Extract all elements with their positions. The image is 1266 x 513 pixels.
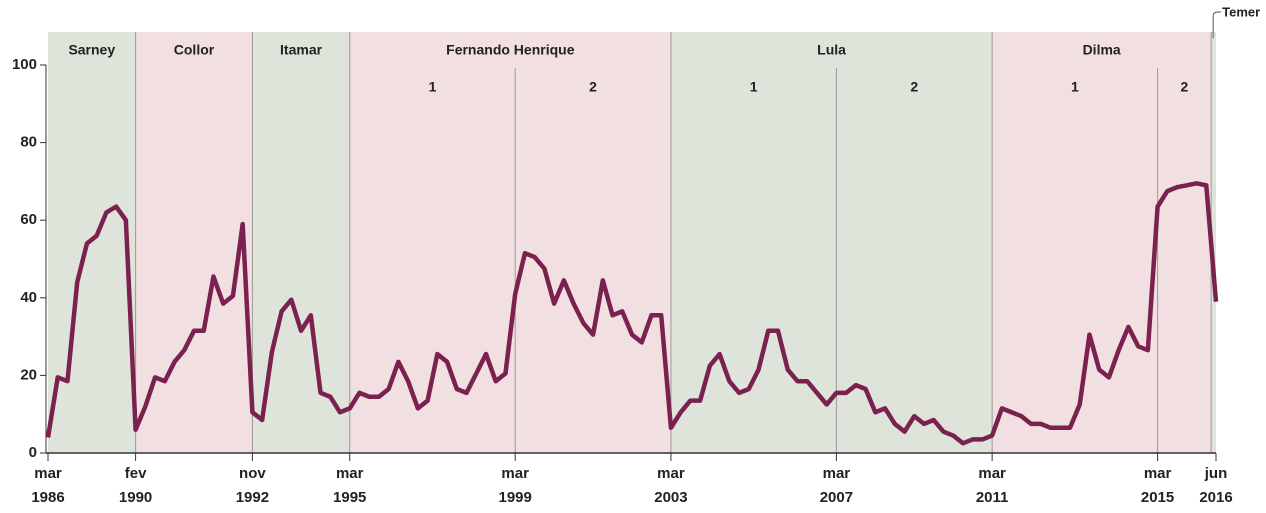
- period-band: [48, 32, 136, 453]
- y-tick-label: 40: [20, 289, 37, 306]
- x-tick-label: mar 2007: [819, 465, 854, 506]
- y-tick-label: 0: [29, 444, 37, 461]
- y-tick-label: 100: [12, 56, 37, 73]
- period-band: [1211, 32, 1216, 453]
- x-tick-label: nov 1992: [235, 465, 270, 506]
- period-label: Itamar: [280, 42, 323, 58]
- period-label: Lula: [817, 42, 846, 58]
- term-label: 1: [1071, 79, 1079, 95]
- x-tick-label: mar 1995: [333, 465, 367, 506]
- period-label: Dilma: [1083, 42, 1121, 58]
- x-tick-label: jun 2016: [1199, 465, 1233, 506]
- x-tick-label: mar 2003: [654, 465, 688, 506]
- term-label: 2: [589, 79, 597, 95]
- period-bracket: [1212, 11, 1222, 38]
- y-tick-label: 20: [20, 366, 37, 383]
- term-label: 1: [750, 79, 758, 95]
- term-label: 2: [910, 79, 918, 95]
- period-band: [992, 32, 1212, 453]
- y-tick-label: 60: [20, 211, 37, 228]
- term-label: 2: [1180, 79, 1188, 95]
- period-label: Sarney: [68, 42, 115, 58]
- period-label: Fernando Henrique: [446, 42, 575, 58]
- period-band: [349, 32, 671, 453]
- x-tick-label: fev 1990: [118, 465, 153, 506]
- period-band: [670, 32, 993, 453]
- y-tick-label: 80: [20, 134, 37, 151]
- period-label: Collor: [174, 42, 215, 58]
- x-tick-label: mar 2015: [1140, 465, 1175, 506]
- x-tick-label: mar 1999: [498, 465, 532, 506]
- period-label: Temer: [1222, 4, 1260, 19]
- data-line: [45, 181, 1219, 446]
- x-tick-label: mar 1986: [31, 465, 65, 506]
- x-tick-label: mar 2011: [975, 465, 1009, 506]
- term-label: 1: [429, 79, 437, 95]
